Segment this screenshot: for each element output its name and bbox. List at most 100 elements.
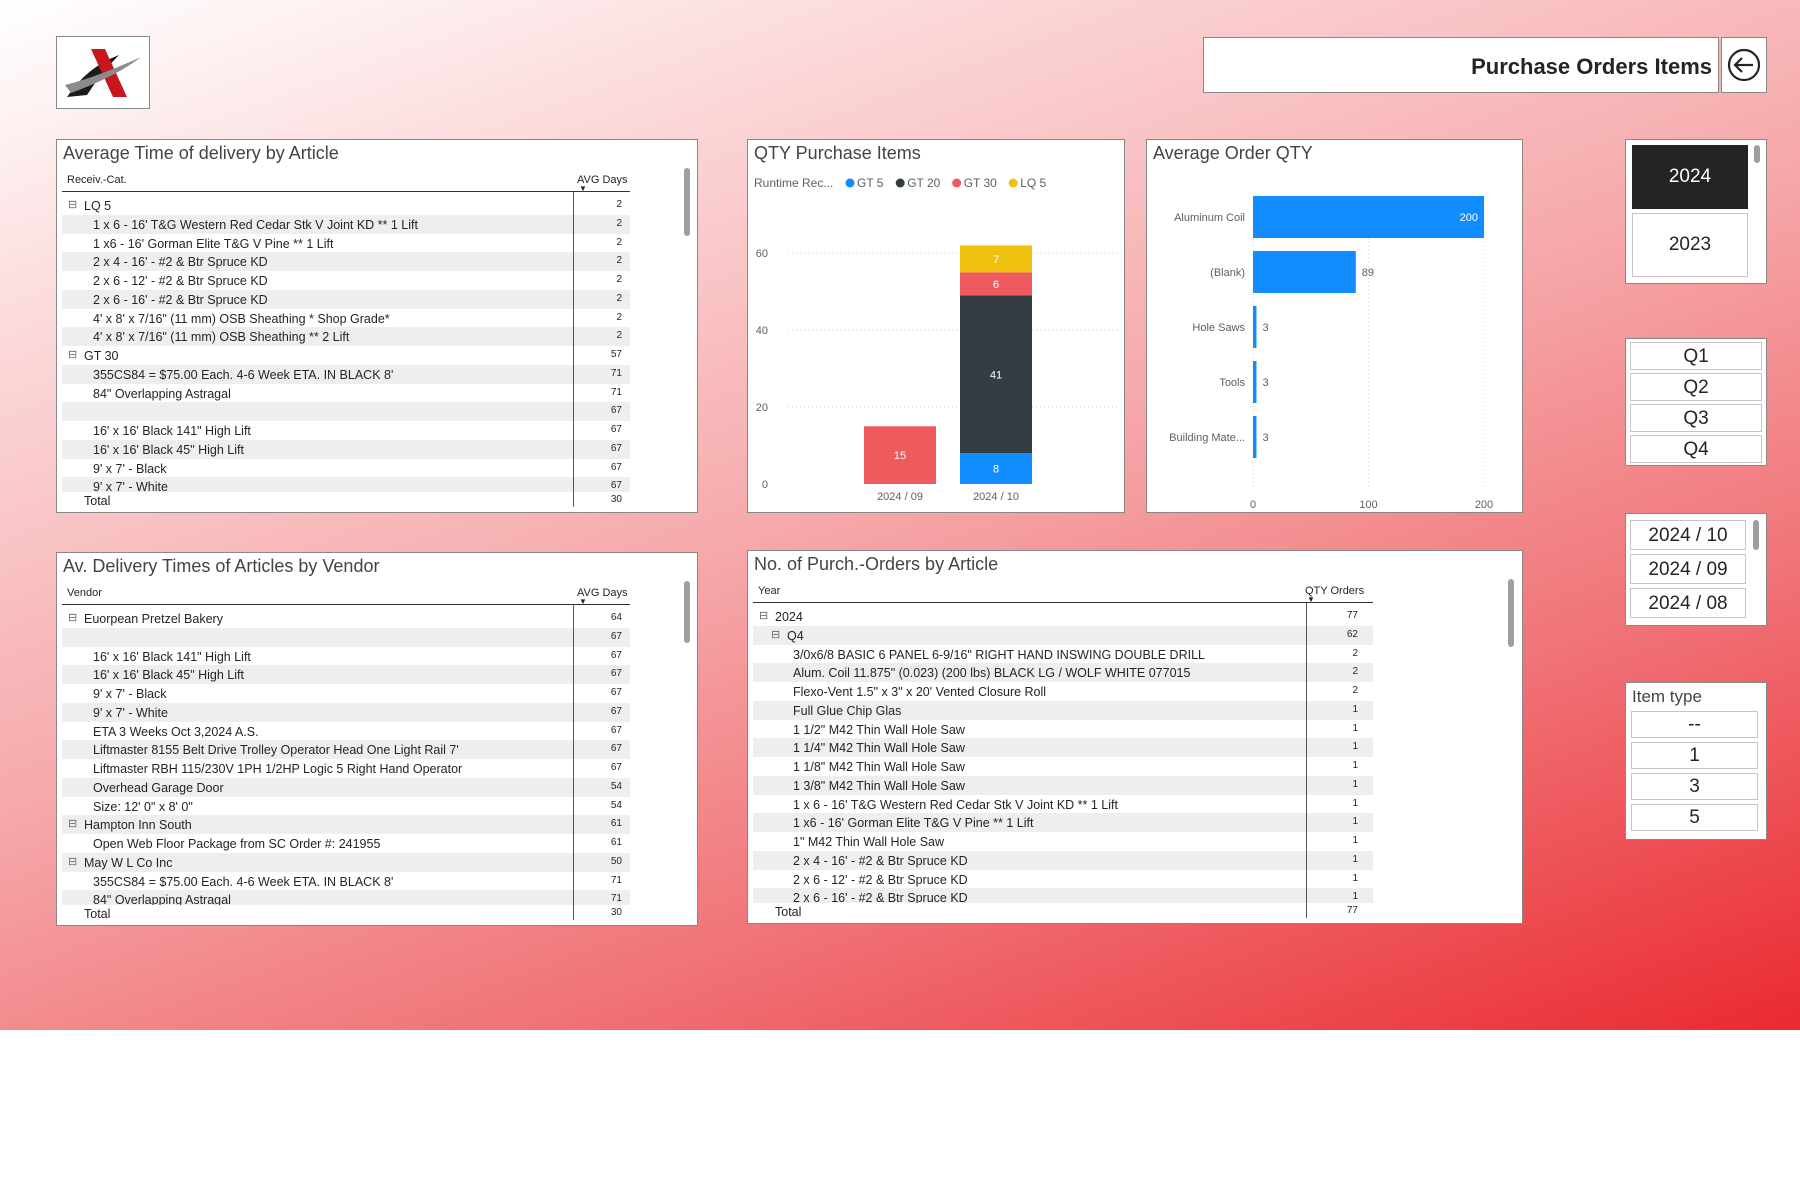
table-row[interactable]: Flexo-Vent 1.5" x 3" x 20' Vented Closur… (753, 682, 1373, 701)
row-value: 1 (1352, 853, 1358, 865)
row-value: 54 (610, 799, 622, 811)
table-row[interactable]: 1" M42 Thin Wall Hole Saw 1 (753, 832, 1373, 851)
scrollbar[interactable] (1754, 145, 1760, 163)
table-row[interactable]: 4' x 8' x 7/16" (11 mm) OSB Sheathing **… (62, 327, 630, 347)
scrollbar[interactable] (684, 168, 690, 236)
back-button[interactable] (1721, 37, 1767, 93)
table-row[interactable]: 84" Overlapping Astragal 71 (62, 384, 630, 403)
table-row[interactable]: Size: 12' 0" x 8' 0" 54 (62, 797, 630, 816)
collapse-icon[interactable]: ⊟ (68, 818, 78, 831)
item-type-option-3[interactable]: 3 (1631, 773, 1758, 800)
bar-segment (864, 426, 936, 484)
table-row[interactable]: 2 x 6 - 12' - #2 & Btr Spruce KD 2 (62, 271, 630, 290)
bar (1253, 306, 1257, 348)
table-row[interactable]: 3/0x6/8 BASIC 6 PANEL 6-9/16" RIGHT HAND… (753, 645, 1373, 664)
table-row[interactable]: 2 x 4 - 16' - #2 & Btr Spruce KD 1 (753, 850, 1373, 870)
quarter-option-q4[interactable]: Q4 (1630, 435, 1762, 463)
scrollbar[interactable] (1753, 520, 1759, 550)
row-value: 67 (610, 405, 622, 417)
table-row[interactable]: 1 x 6 - 16' T&G Western Red Cedar Stk V … (62, 214, 630, 234)
table-row[interactable]: Full Glue Chip Glas 1 (753, 700, 1373, 720)
qty-purchase-chart: Runtime Rec... GT 5 GT 20 GT 30 LQ 5 0 20 40 60 1… (754, 176, 1118, 503)
row-value: 67 (610, 442, 622, 454)
table-row[interactable]: 9' x 7' - Black 67 (62, 684, 630, 703)
table-row[interactable]: 2 x 6 - 16' - #2 & Btr Spruce KD 2 (62, 289, 630, 309)
table-row[interactable]: 16' x 16' Black 141" High Lift 67 (62, 647, 630, 666)
table-row[interactable]: ⊟ Hampton Inn South 61 (62, 815, 630, 835)
collapse-icon[interactable]: ⊟ (68, 199, 78, 211)
column-header-year[interactable]: Year (758, 585, 781, 597)
item-type-option-blank[interactable]: -- (1631, 711, 1758, 738)
column-header-category[interactable]: Receiv.-Cat. (67, 174, 127, 186)
quarter-option-q3[interactable]: Q3 (1630, 404, 1762, 432)
row-value: 67 (610, 461, 622, 473)
column-header-qty-orders[interactable]: QTY Orders (1305, 585, 1365, 597)
slicer-title: Item type (1632, 687, 1702, 706)
table-row[interactable]: 355CS84 = $75.00 Each. 4-6 Week ETA. IN … (62, 364, 630, 384)
table-row[interactable]: 2 x 4 - 16' - #2 & Btr Spruce KD 2 (62, 252, 630, 272)
row-value: 2 (616, 311, 622, 323)
table-row[interactable]: 2 x 6 - 12' - #2 & Btr Spruce KD 1 (753, 870, 1373, 889)
data-label: 15 (894, 450, 906, 462)
table-row[interactable]: Open Web Floor Package from SC Order #: … (62, 834, 630, 853)
year-option-2024[interactable]: 2024 (1632, 145, 1748, 209)
scrollbar[interactable] (684, 581, 690, 643)
month-option-2024-10[interactable]: 2024 / 10 (1630, 520, 1746, 550)
bar (1253, 361, 1257, 403)
table-row[interactable]: 2 x 6 - 16' - #2 & Btr Spruce KD 1 (753, 888, 1373, 908)
table-row[interactable]: 4' x 8' x 7/16" (11 mm) OSB Sheathing * … (62, 309, 630, 328)
table-row[interactable]: ⊟ LQ 5 2 (62, 196, 630, 215)
sort-descending-icon: ▼ (579, 184, 587, 193)
table-row[interactable]: ⊟ May W L Co Inc 50 (62, 852, 630, 872)
scrollbar[interactable] (1508, 579, 1514, 647)
month-option-2024-08[interactable]: 2024 / 08 (1630, 588, 1746, 618)
year-option-2023[interactable]: 2023 (1632, 213, 1748, 277)
table-row[interactable]: 16' x 16' Black 45" High Lift 67 (62, 439, 630, 459)
month-option-2024-09[interactable]: 2024 / 09 (1630, 554, 1746, 584)
quarter-option-q1[interactable]: Q1 (1630, 342, 1762, 370)
column-header-avg-days[interactable]: AVG Days (577, 587, 628, 599)
collapse-icon[interactable]: ⊟ (68, 349, 78, 361)
collapse-icon[interactable]: ⊟ (771, 628, 781, 641)
table-row[interactable]: 355CS84 = $75.00 Each. 4-6 Week ETA. IN … (62, 872, 630, 891)
table-row[interactable]: Liftmaster RBH 115/230V 1PH 1/2HP Logic … (62, 759, 630, 778)
table-row[interactable]: 67 (62, 402, 630, 422)
collapse-icon[interactable]: ⊟ (759, 610, 769, 622)
table-row[interactable]: 1 1/2" M42 Thin Wall Hole Saw 1 (753, 720, 1373, 739)
table-row[interactable]: ⊟ Q4 62 (753, 625, 1373, 645)
item-type-option-1[interactable]: 1 (1631, 742, 1758, 769)
row-value: 1 (1352, 722, 1358, 734)
column-header-avg-days[interactable]: AVG Days (577, 174, 628, 186)
table-row[interactable]: 84" Overlapping Astragal 71 (62, 890, 630, 910)
table-row[interactable]: ⊟ GT 30 57 (62, 346, 630, 365)
table-row[interactable]: 1 3/8" M42 Thin Wall Hole Saw 1 (753, 775, 1373, 795)
collapse-icon[interactable]: ⊟ (68, 855, 78, 868)
table-row[interactable]: 1 1/4" M42 Thin Wall Hole Saw 1 (753, 738, 1373, 758)
table-row[interactable]: 16' x 16' Black 141" High Lift 67 (62, 421, 630, 440)
table-row[interactable]: Liftmaster 8155 Belt Drive Trolley Opera… (62, 740, 630, 760)
item-type-option-5[interactable]: 5 (1631, 804, 1758, 831)
table-row[interactable]: 1 1/8" M42 Thin Wall Hole Saw 1 (753, 757, 1373, 776)
back-arrow-icon (1727, 48, 1761, 82)
table-row[interactable]: 16' x 16' Black 45" High Lift 67 (62, 665, 630, 685)
table-row[interactable]: 1 x 6 - 16' T&G Western Red Cedar Stk V … (753, 795, 1373, 814)
table-row[interactable]: 9' x 7' - Black 67 (62, 459, 630, 478)
row-label: 9' x 7' - White (93, 480, 168, 495)
quarter-option-q2[interactable]: Q2 (1630, 373, 1762, 401)
table-row[interactable]: 9' x 7' - White 67 (62, 477, 630, 497)
table-row[interactable]: 1 x6 - 16' Gorman Elite T&G V Pine ** 1 … (62, 234, 630, 253)
row-label: 1 x6 - 16' Gorman Elite T&G V Pine ** 1 … (793, 816, 1034, 831)
table-row[interactable]: 9' x 7' - White 67 (62, 702, 630, 722)
table-row[interactable]: ⊟ Euorpean Pretzel Bakery 64 (62, 609, 630, 628)
table-row[interactable]: 67 (62, 627, 630, 647)
column-header-vendor[interactable]: Vendor (67, 587, 102, 599)
row-value: 67 (610, 705, 622, 717)
x-tick-label: 200 (1475, 499, 1493, 511)
table-row[interactable]: Alum. Coil 11.875" (0.023) (200 lbs) BLA… (753, 663, 1373, 683)
table-row[interactable]: 1 x6 - 16' Gorman Elite T&G V Pine ** 1 … (753, 813, 1373, 833)
table-row[interactable]: ⊟ 2024 77 (753, 607, 1373, 626)
bar-segment (960, 245, 1032, 273)
table-row[interactable]: ETA 3 Weeks Oct 3,2024 A.S. 67 (62, 722, 630, 741)
collapse-icon[interactable]: ⊟ (68, 612, 78, 624)
table-row[interactable]: Overhead Garage Door 54 (62, 777, 630, 797)
